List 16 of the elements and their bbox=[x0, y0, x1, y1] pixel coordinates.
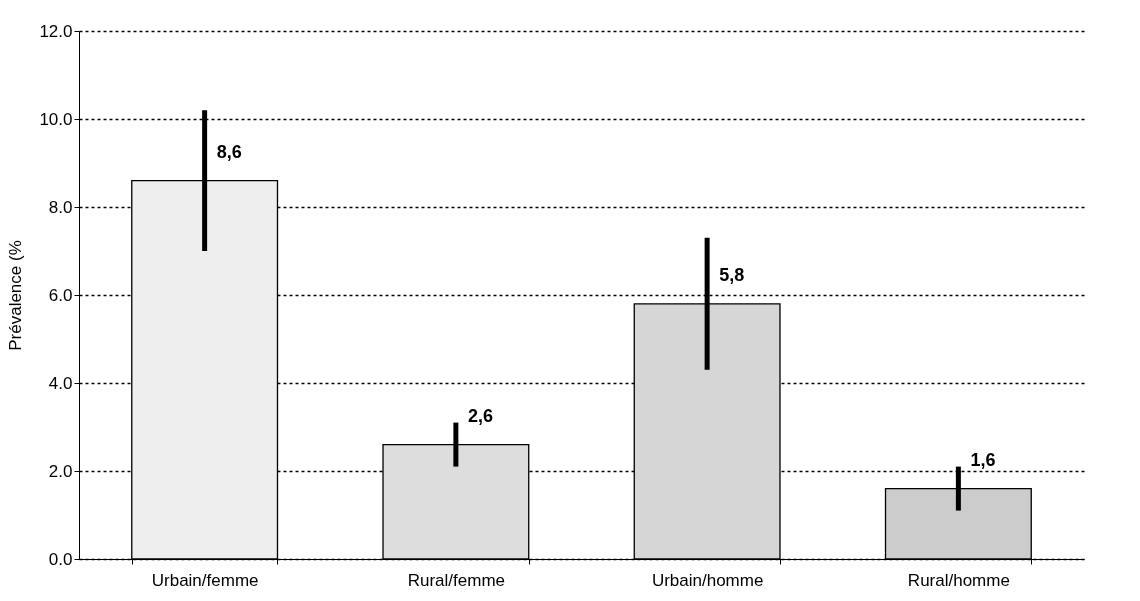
x-tick-label: Rural/homme bbox=[907, 570, 1010, 590]
y-tick-label: 10.0 bbox=[39, 109, 73, 129]
y-tick-label: 0.0 bbox=[48, 549, 73, 569]
x-tick-label: Rural/femme bbox=[407, 570, 506, 590]
y-tick-label: 8.0 bbox=[48, 197, 73, 217]
data-label: 5,8 bbox=[719, 264, 745, 285]
x-tick-label: Urbain/femme bbox=[151, 570, 259, 590]
y-tick-label: 2.0 bbox=[48, 461, 73, 481]
data-label: 2,6 bbox=[467, 405, 493, 426]
y-tick-label: 6.0 bbox=[48, 285, 73, 305]
data-label: 1,6 bbox=[970, 449, 996, 470]
y-tick-label: 12.0 bbox=[39, 21, 73, 41]
y-axis-title: Prévalence (% bbox=[6, 240, 26, 351]
y-tick-label: 4.0 bbox=[48, 373, 73, 393]
x-tick-label: Urbain/homme bbox=[651, 570, 764, 590]
data-label: 8,6 bbox=[216, 141, 242, 162]
